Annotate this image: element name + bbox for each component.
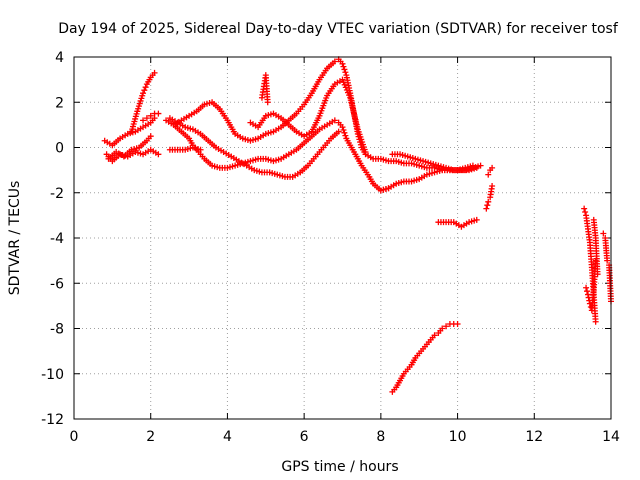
y-tick-labels: -12 -10 -8 -6 -4 -2 0 2 4 [41, 50, 64, 428]
data-point-fill [342, 132, 349, 139]
x-tick-label: 4 [223, 429, 232, 445]
data-point-fill [142, 84, 149, 91]
grid [74, 57, 611, 419]
data-point-fill [484, 202, 491, 209]
y-tick-label: -8 [50, 322, 64, 338]
data-point [489, 164, 496, 171]
y-tick-label: -2 [50, 186, 64, 202]
data-point [600, 230, 607, 237]
data-point [147, 133, 154, 140]
y-axis-label: SDTVAR / TECUs [7, 181, 23, 296]
x-tick-label: 10 [449, 429, 467, 445]
data-point-fill [584, 288, 591, 295]
data-point [604, 257, 611, 264]
x-tick-label: 12 [525, 429, 543, 445]
series-track-11 [258, 72, 271, 106]
x-tick-label: 2 [146, 429, 155, 445]
x-tick-label: 8 [376, 429, 385, 445]
data-point-fill [141, 87, 148, 94]
data-point [583, 284, 590, 291]
x-tick-labels: 0 2 4 6 8 10 12 14 [70, 429, 620, 445]
data-point [151, 69, 158, 76]
data-point [143, 115, 150, 122]
x-tick-label: 14 [602, 429, 620, 445]
series-track-3 [105, 133, 154, 162]
data-point [594, 271, 601, 278]
series-track-10 [247, 76, 369, 156]
data-point [454, 320, 461, 327]
data-point [155, 110, 162, 117]
data-point [443, 323, 450, 330]
data-point [477, 162, 484, 169]
plot-frame [73, 56, 612, 420]
data-point [485, 171, 492, 178]
data-point [331, 58, 338, 65]
data-point [485, 198, 492, 205]
data-points [101, 56, 614, 395]
y-tick-label: 2 [55, 95, 64, 111]
data-point [140, 117, 147, 124]
y-tick-label: -4 [50, 231, 64, 247]
chart-title: Day 194 of 2025, Sidereal Day-to-day VTE… [58, 21, 619, 37]
series-track-5 [140, 110, 162, 124]
data-point [483, 205, 490, 212]
data-point-fill [582, 208, 589, 215]
series-track-8 [166, 144, 204, 153]
y-tick-label: -12 [41, 412, 64, 428]
data-point-fill [340, 126, 347, 133]
data-point [489, 182, 496, 189]
data-point [264, 99, 271, 106]
series-track-4 [128, 69, 158, 135]
y-tick-label: 0 [55, 141, 64, 157]
data-point [339, 60, 346, 67]
series-track-13 [377, 162, 484, 194]
data-point [473, 216, 480, 223]
data-point [339, 124, 346, 131]
series-track-15 [483, 182, 496, 212]
series-track-14 [435, 216, 480, 230]
data-point [155, 151, 162, 158]
series-track-16 [485, 164, 496, 178]
data-point [581, 205, 588, 212]
series-track-21 [600, 230, 614, 305]
data-point [431, 332, 438, 339]
data-point [335, 128, 342, 135]
data-point-fill [341, 129, 348, 136]
x-tick-label: 0 [70, 429, 79, 445]
y-tick-label: 4 [55, 50, 64, 66]
y-tick-label: -10 [41, 367, 64, 383]
series-track-7 [166, 115, 342, 180]
data-point [147, 112, 154, 119]
x-axis-label: GPS time / hours [281, 459, 398, 475]
data-point [331, 117, 338, 124]
data-point [592, 318, 599, 325]
series-track-20 [590, 216, 601, 278]
data-point [439, 325, 446, 332]
y-tick-label: -6 [50, 276, 64, 292]
data-point [197, 146, 204, 153]
x-tick-label: 6 [300, 429, 309, 445]
series-track-6 [163, 117, 392, 194]
data-point [362, 149, 369, 156]
data-point-fill [340, 63, 347, 70]
data-point [140, 90, 147, 97]
data-point-fill [341, 66, 348, 73]
series-track-17 [389, 320, 461, 395]
data-point-fill [342, 69, 349, 76]
